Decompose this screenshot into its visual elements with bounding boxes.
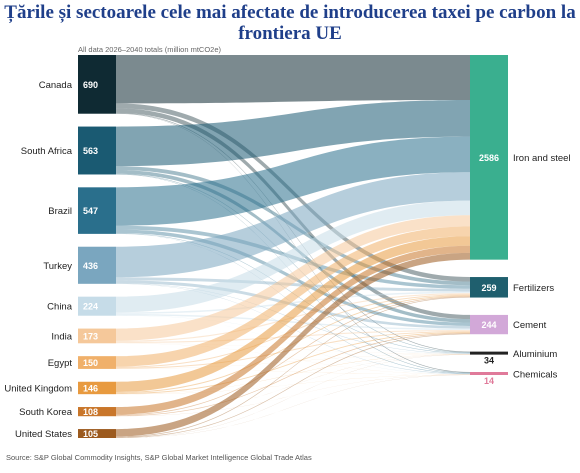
source-label-south-korea: South Korea bbox=[19, 407, 73, 418]
flow-united-states-to-iron-and-steel bbox=[116, 252, 470, 437]
target-nodes: 2586 Iron and steel 259 Fertilizers 244 Cemen… bbox=[470, 55, 571, 386]
flow-india-to-chemicals bbox=[116, 343, 470, 375]
flow-india-to-cement bbox=[116, 330, 470, 344]
flow-united-states-to-aluminium bbox=[116, 354, 470, 438]
target-value-iron-and-steel: 2586 bbox=[479, 153, 499, 163]
source-node-united-kingdom bbox=[78, 381, 116, 395]
source-node-south-korea bbox=[78, 407, 116, 417]
source-note: Source: S&P Global Commodity Insights, S… bbox=[6, 453, 312, 462]
flow-egypt-to-chemicals bbox=[116, 368, 470, 375]
target-node-chemicals bbox=[470, 372, 508, 375]
flow-egypt-to-iron-and-steel bbox=[116, 226, 470, 367]
source-label-united-states: United States bbox=[15, 429, 72, 440]
source-label-egypt: Egypt bbox=[48, 358, 73, 369]
source-node-turkey bbox=[78, 246, 116, 284]
flow-united-states-to-cement bbox=[116, 333, 470, 438]
flow-united-states-to-fertilizers bbox=[116, 296, 470, 438]
source-value-south-korea: 108 bbox=[83, 407, 98, 417]
flow-south-africa-to-iron-and-steel bbox=[116, 99, 470, 167]
target-node-iron-and-steel bbox=[470, 55, 508, 260]
flows bbox=[116, 55, 470, 438]
source-value-united-states: 105 bbox=[83, 429, 98, 439]
source-label-south-africa: South Africa bbox=[21, 146, 73, 157]
source-label-canada: Canada bbox=[39, 80, 73, 91]
source-value-china: 224 bbox=[83, 302, 98, 312]
flow-united-kingdom-to-cement bbox=[116, 332, 470, 394]
source-label-india: India bbox=[51, 331, 72, 342]
target-label-fertilizers: Fertilizers bbox=[513, 283, 554, 294]
flow-united-kingdom-to-aluminium bbox=[116, 354, 470, 395]
source-value-united-kingdom: 146 bbox=[83, 383, 98, 393]
source-value-brazil: 547 bbox=[83, 206, 98, 216]
flow-south-korea-to-aluminium bbox=[116, 354, 470, 417]
source-label-united-kingdom: United Kingdom bbox=[4, 383, 72, 394]
flow-south-africa-to-cement bbox=[116, 170, 470, 323]
flow-canada-to-iron-and-steel bbox=[116, 55, 470, 104]
target-node-aluminium bbox=[470, 351, 508, 355]
source-value-south-africa: 563 bbox=[83, 146, 98, 156]
source-value-egypt: 150 bbox=[83, 358, 98, 368]
flow-turkey-to-iron-and-steel bbox=[116, 172, 470, 278]
target-value-aluminium: 34 bbox=[484, 356, 494, 366]
source-label-turkey: Turkey bbox=[43, 261, 72, 272]
source-node-india bbox=[78, 328, 116, 344]
flow-turkey-to-cement bbox=[116, 280, 470, 329]
target-node-cement bbox=[470, 314, 508, 335]
flow-china-to-iron-and-steel bbox=[116, 200, 470, 313]
source-node-brazil bbox=[78, 187, 116, 234]
target-label-aluminium: Aluminium bbox=[513, 349, 557, 360]
flow-united-kingdom-to-iron-and-steel bbox=[116, 236, 470, 392]
flow-brazil-to-chemicals bbox=[116, 233, 470, 374]
chart-subtitle: All data 2026–2040 totals (million mtCO2… bbox=[78, 45, 221, 54]
flow-south-korea-to-iron-and-steel bbox=[116, 245, 470, 415]
source-node-south-africa bbox=[78, 126, 116, 175]
source-node-united-states bbox=[78, 429, 116, 438]
target-value-cement: 244 bbox=[481, 320, 496, 330]
source-value-canada: 690 bbox=[83, 80, 98, 90]
flow-south-korea-to-chemicals bbox=[116, 374, 470, 417]
source-node-china bbox=[78, 296, 116, 316]
flow-united-states-to-chemicals bbox=[116, 374, 470, 438]
target-label-cement: Cement bbox=[513, 320, 547, 331]
flow-brazil-to-iron-and-steel bbox=[116, 136, 470, 226]
source-node-egypt bbox=[78, 356, 116, 369]
target-label-iron-and-steel: Iron and steel bbox=[513, 153, 571, 164]
target-label-chemicals: Chemicals bbox=[513, 370, 558, 381]
source-nodes: 690 Canada 563 South Africa 547 Brazil 436 Turk… bbox=[4, 55, 116, 440]
chart-title: Țările și sectoarele cele mai afectate d… bbox=[4, 2, 576, 44]
target-value-chemicals: 14 bbox=[484, 376, 494, 386]
flow-egypt-to-aluminium bbox=[116, 354, 470, 369]
source-value-turkey: 436 bbox=[83, 261, 98, 271]
source-node-canada bbox=[78, 55, 116, 114]
flow-india-to-iron-and-steel bbox=[116, 215, 470, 341]
source-label-brazil: Brazil bbox=[48, 206, 72, 217]
flow-china-to-fertilizers bbox=[116, 291, 470, 314]
target-value-fertilizers: 259 bbox=[481, 283, 496, 293]
flow-united-kingdom-to-chemicals bbox=[116, 374, 470, 395]
flow-south-korea-to-cement bbox=[116, 332, 470, 417]
flow-india-to-aluminium bbox=[116, 343, 470, 355]
source-value-india: 173 bbox=[83, 331, 98, 341]
source-label-china: China bbox=[47, 302, 73, 313]
flow-china-to-cement bbox=[116, 313, 470, 331]
flow-china-to-aluminium bbox=[116, 315, 470, 354]
flow-turkey-to-fertilizers bbox=[116, 277, 470, 292]
flow-egypt-to-cement bbox=[116, 331, 470, 369]
flow-canada-to-chemicals bbox=[116, 113, 470, 373]
target-node-fertilizers bbox=[470, 277, 508, 298]
flow-south-korea-to-fertilizers bbox=[116, 296, 470, 416]
